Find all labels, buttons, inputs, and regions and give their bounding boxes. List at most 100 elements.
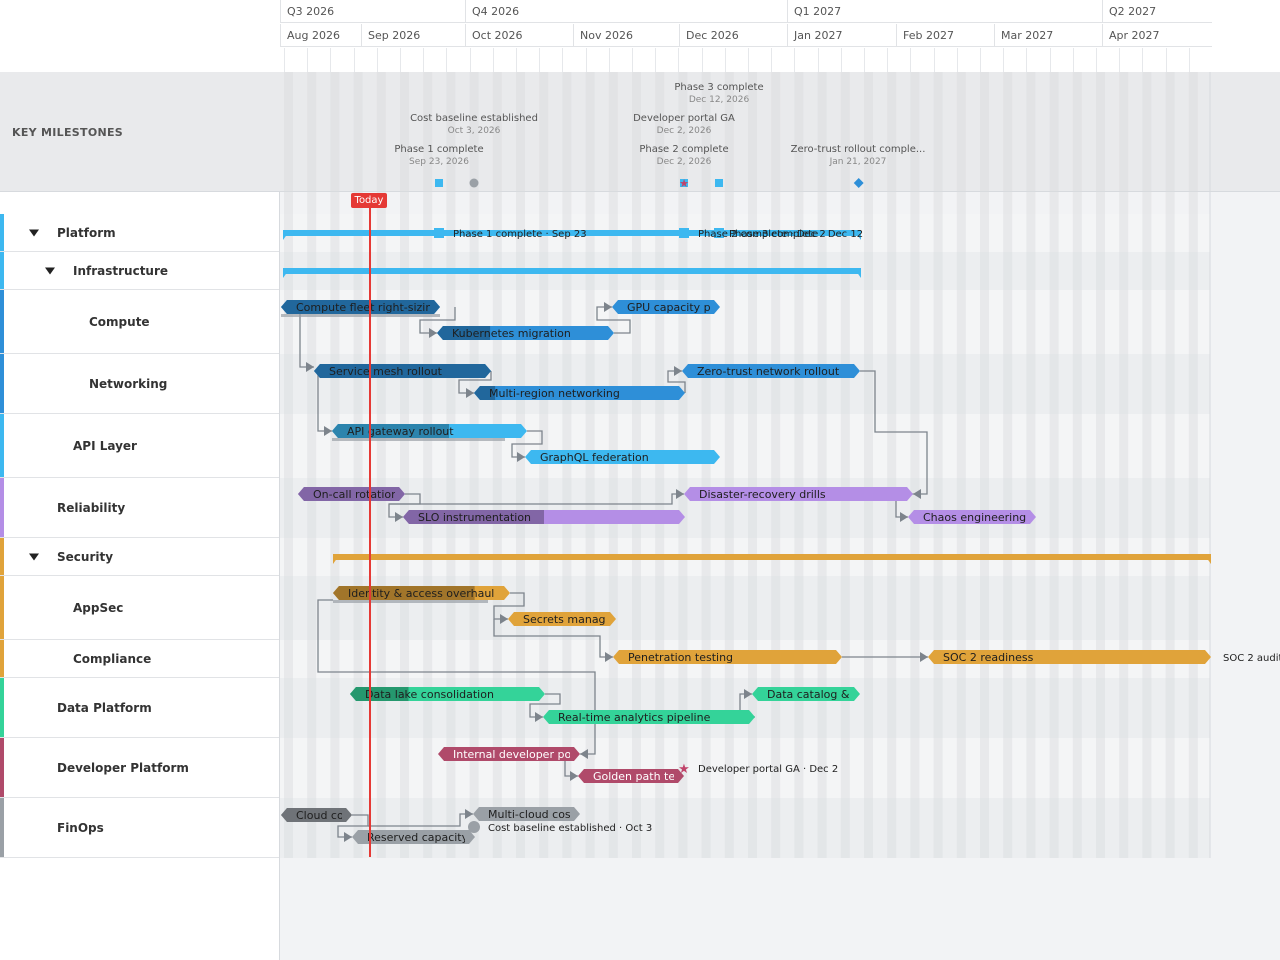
row-background — [280, 576, 1210, 640]
grid-stripe — [492, 72, 502, 858]
grid-stripe — [794, 72, 804, 858]
baseline-bar — [333, 600, 488, 603]
task-bar-secrets-management[interactable] — [508, 612, 616, 626]
row-color-stripe — [0, 252, 4, 289]
row-color-stripe — [0, 576, 4, 639]
row-infrastructure[interactable]: Infrastructure — [0, 252, 279, 290]
milestone-star-icon[interactable]: ★ — [678, 762, 690, 777]
row-developer-platform[interactable]: Developer Platform — [0, 738, 279, 798]
week-header-cell — [864, 48, 888, 72]
dependency-arrowhead — [604, 302, 612, 312]
grid-stripe — [1003, 72, 1013, 858]
task-bar-multi-cloud-cost[interactable] — [473, 807, 580, 821]
task-bar-label: Secrets management — [523, 613, 642, 626]
grid-stripe — [840, 72, 850, 858]
milestone-square-icon[interactable] — [434, 228, 444, 238]
dependency-arrowhead — [744, 689, 752, 699]
row-compute[interactable]: Compute — [0, 290, 279, 354]
milestone-circle-icon[interactable] — [468, 821, 480, 833]
milestone-diamond-icon[interactable] — [853, 178, 864, 188]
task-bar-label: GraphQL federation — [540, 451, 649, 464]
milestone-square-icon[interactable] — [435, 179, 443, 187]
row-reliability[interactable]: Reliability — [0, 478, 279, 538]
week-header-cell — [1165, 48, 1190, 72]
collapse-caret-icon[interactable] — [45, 267, 55, 274]
task-bar-label: Data catalog & lineage — [767, 688, 894, 701]
grid-stripe — [307, 72, 317, 858]
grid-stripe — [539, 72, 549, 858]
row-label: Security — [57, 549, 114, 564]
milestones-band-label: KEY MILESTONES — [12, 126, 124, 139]
milestone-square-icon[interactable] — [714, 228, 724, 238]
task-bar-label: Service mesh rollout — [329, 365, 443, 378]
task-bar-golden-path-templates[interactable] — [578, 769, 684, 783]
task-bar-graphql-federation[interactable] — [525, 450, 720, 464]
row-label-panel — [0, 72, 280, 960]
quarter-header: Q2 2027 — [1102, 0, 1212, 23]
quarter-header: Q1 2027 — [787, 0, 1102, 23]
milestone-star-icon[interactable]: ★ — [679, 177, 689, 190]
week-header-cell — [632, 48, 656, 72]
row-api-layer[interactable]: API Layer — [0, 414, 279, 478]
task-bar-real-time-analytics-pipeline[interactable] — [543, 710, 755, 724]
week-header-cell — [980, 48, 1004, 72]
task-bar-chaos-engineering-program[interactable] — [908, 510, 1036, 524]
milestone-circle-icon[interactable] — [469, 178, 479, 188]
row-label: API Layer — [73, 438, 137, 453]
task-bar-soc-2-readiness[interactable] — [928, 650, 1211, 664]
grid-stripe — [330, 72, 340, 858]
grid-stripe — [1188, 72, 1198, 858]
collapse-caret-icon[interactable] — [29, 553, 39, 560]
dependency-arrowhead — [306, 362, 314, 372]
grid-stripe — [1072, 72, 1082, 858]
task-bar-multi-region-networking[interactable] — [474, 386, 685, 400]
today-marker[interactable]: Today — [351, 193, 387, 208]
grid-stripe — [1049, 72, 1059, 858]
row-security[interactable]: Security — [0, 538, 279, 576]
milestone-square-icon[interactable] — [715, 179, 723, 187]
task-bar-gpu-capacity-planning[interactable] — [612, 300, 720, 314]
grid-stripe — [446, 72, 456, 858]
row-finops[interactable]: FinOps — [0, 798, 279, 858]
row-color-stripe — [0, 640, 4, 677]
week-header-cell — [933, 48, 958, 72]
row-networking[interactable]: Networking — [0, 354, 279, 414]
row-color-stripe — [0, 538, 4, 575]
row-appsec[interactable]: AppSec — [0, 576, 279, 640]
week-header-cell — [353, 48, 378, 72]
summary-bar-security[interactable] — [333, 554, 1211, 560]
week-header-cell — [817, 48, 842, 72]
task-bar-disaster-recovery-drills[interactable] — [684, 487, 913, 501]
row-compliance[interactable]: Compliance — [0, 640, 279, 678]
summary-bar-infrastructure[interactable] — [283, 268, 861, 274]
week-header-cell — [887, 48, 911, 72]
week-header-cell — [284, 48, 308, 72]
week-header-cell — [910, 48, 934, 72]
milestone-square-icon[interactable] — [680, 179, 688, 187]
summary-bar-platform[interactable] — [283, 230, 861, 236]
grid-stripe — [632, 72, 641, 858]
week-header-cell — [330, 48, 354, 72]
task-bar-penetration-testing[interactable] — [613, 650, 842, 664]
week-header-cell — [400, 48, 424, 72]
row-platform[interactable]: Platform — [0, 214, 279, 252]
task-bar-reserved-capacity-plan[interactable] — [352, 830, 475, 844]
milestone-square-icon[interactable] — [679, 228, 689, 238]
milestone-date: Sep 23, 2026 — [409, 157, 469, 167]
task-bar-label: Data lake consolidation — [365, 688, 494, 701]
row-data-platform[interactable]: Data Platform — [0, 678, 279, 738]
task-progress-fill — [350, 687, 409, 701]
task-bar-label: Multi-cloud cost — [488, 808, 576, 821]
grid-stripe — [376, 72, 386, 858]
task-bar-data-catalog-lineage[interactable] — [752, 687, 860, 701]
row-label: Reliability — [57, 500, 126, 515]
task-bar-label: Reserved capacity plan — [367, 831, 495, 844]
month-header: Mar 2027 — [994, 24, 1102, 47]
task-bar-internal-developer-portal[interactable] — [438, 747, 580, 761]
grid-stripe — [956, 72, 966, 858]
grid-stripe — [585, 72, 595, 858]
row-color-stripe — [0, 414, 4, 477]
collapse-caret-icon[interactable] — [29, 229, 39, 236]
task-bar-zero-trust-network-rollout[interactable] — [682, 364, 860, 378]
grid-stripe — [701, 72, 711, 858]
